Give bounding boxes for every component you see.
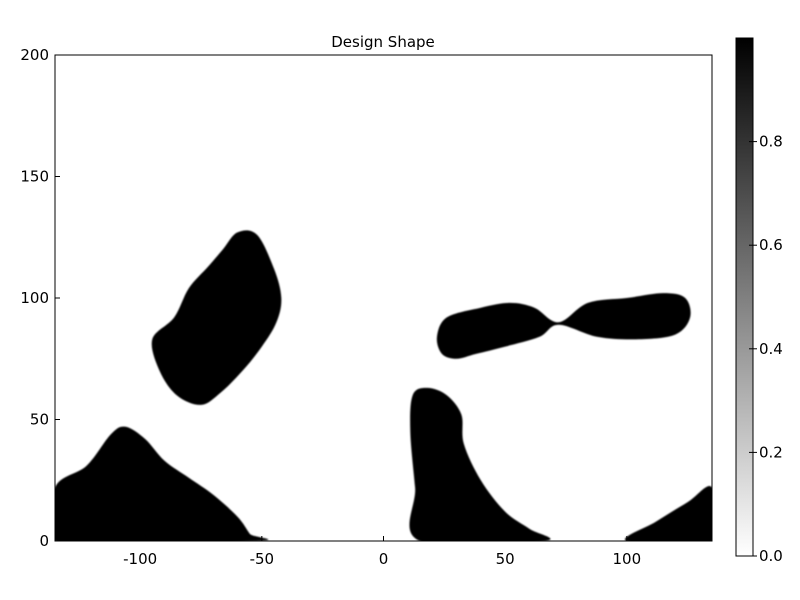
x-tick-label: 50: [496, 550, 515, 568]
colorbar-tick-label: 0.2: [759, 443, 783, 461]
colorbar-axis: 0.0 0.2 0.4 0.6 0.8: [749, 133, 783, 565]
y-tick-label: 50: [30, 411, 49, 429]
colorbar-tick-label: 0.6: [759, 236, 783, 254]
region-center-lower-blob: [409, 387, 551, 541]
region-ellipse-blob: [151, 230, 282, 405]
y-axis: 0 50 100 150 200: [20, 46, 60, 550]
y-tick-label: 150: [20, 168, 49, 186]
colorbar: [735, 37, 754, 557]
region-right-double-lobe: [436, 293, 691, 359]
x-tick-label: 100: [613, 550, 642, 568]
colorbar-tick-label: 0.0: [759, 547, 783, 565]
x-axis: -100 -50 0 50 100: [123, 536, 641, 568]
chart-title: Design Shape: [331, 33, 435, 51]
y-tick-label: 100: [20, 289, 49, 307]
x-tick-label: -50: [250, 550, 275, 568]
y-tick-label: 0: [39, 532, 49, 550]
y-tick-label: 200: [20, 46, 49, 64]
x-tick-label: -100: [123, 550, 157, 568]
colorbar-tick-label: 0.8: [759, 133, 783, 151]
region-right-corner-blob: [624, 486, 712, 541]
region-left-lower-blob: [55, 426, 269, 541]
design-regions: [55, 230, 712, 541]
colorbar-tick-label: 0.4: [759, 340, 783, 358]
x-tick-label: 0: [379, 550, 389, 568]
